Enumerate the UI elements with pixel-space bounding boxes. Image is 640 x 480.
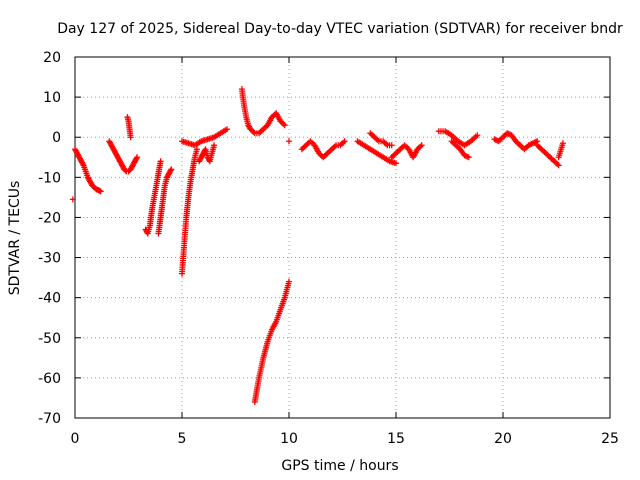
series-arc-o: [388, 142, 425, 161]
data-point: [157, 158, 164, 165]
data-point: [464, 153, 471, 160]
data-point: [286, 138, 292, 145]
y-tick-label: -10: [38, 170, 61, 186]
y-tick-label: -20: [38, 210, 61, 226]
data-point: [223, 126, 230, 133]
series-arc-q: [448, 138, 472, 161]
data-point: [134, 154, 141, 161]
data-point: [69, 196, 76, 203]
series-arc-t: [555, 140, 566, 161]
series-arc-s: [534, 142, 562, 169]
y-tick-label: 10: [43, 90, 61, 106]
series-arc-r: [491, 130, 541, 153]
axis-ticks: 0 5 10 15 20 25 -70 -60 -50 -40 -30 -20 -10 0 10 20: [38, 50, 619, 447]
data-points: [69, 86, 566, 405]
x-tick-label: 0: [71, 431, 80, 447]
series-arc-k: [286, 138, 292, 145]
data-point: [555, 162, 562, 169]
data-point: [559, 140, 566, 147]
data-point: [127, 134, 134, 141]
series-arc-n: [367, 130, 395, 149]
data-point: [97, 188, 104, 195]
data-point: [133, 155, 140, 162]
data-point: [418, 142, 425, 149]
series-arc-b: [106, 138, 141, 175]
data-point: [79, 160, 86, 167]
y-tick-label: 0: [52, 130, 61, 146]
y-tick-label: -70: [38, 411, 61, 427]
x-tick-label: 25: [601, 431, 619, 447]
data-point: [168, 166, 175, 173]
grid: [75, 57, 610, 418]
x-tick-label: 15: [387, 431, 405, 447]
data-point: [393, 160, 399, 167]
data-point: [167, 167, 174, 174]
series-arc-a-start: [69, 196, 76, 203]
x-axis-label: GPS time / hours: [281, 458, 398, 474]
series-arc-f: [179, 146, 200, 277]
y-tick-label: -30: [38, 251, 61, 267]
data-point: [211, 142, 218, 149]
series-arc-j: [251, 278, 292, 405]
x-tick-label: 20: [494, 431, 512, 447]
y-tick-label: 20: [43, 50, 61, 66]
chart-title: Day 127 of 2025, Sidereal Day-to-day VTE…: [57, 21, 623, 37]
series-arc-g: [179, 126, 230, 149]
series-arc-e: [155, 166, 175, 237]
series-arc-p: [435, 128, 481, 149]
series-arc-c: [124, 114, 134, 141]
x-tick-label: 10: [280, 431, 298, 447]
data-point: [286, 278, 292, 285]
data-point: [465, 154, 472, 161]
data-point: [388, 142, 395, 149]
data-point: [474, 132, 481, 139]
series-arc-d: [142, 158, 164, 237]
series-arc-l: [298, 138, 348, 161]
y-tick-label: -40: [38, 291, 61, 307]
x-tick-label: 5: [178, 431, 187, 447]
series-arc-a: [72, 146, 104, 195]
y-axis-label: SDTVAR / TECUs: [7, 181, 23, 296]
series-arc-h: [196, 142, 218, 165]
data-point: [341, 138, 348, 145]
data-point: [281, 122, 288, 129]
y-tick-label: -50: [38, 331, 61, 347]
data-point: [193, 146, 200, 153]
plot-frame: [74, 56, 611, 419]
series-arc-i: [238, 86, 288, 137]
y-tick-label: -60: [38, 371, 61, 387]
